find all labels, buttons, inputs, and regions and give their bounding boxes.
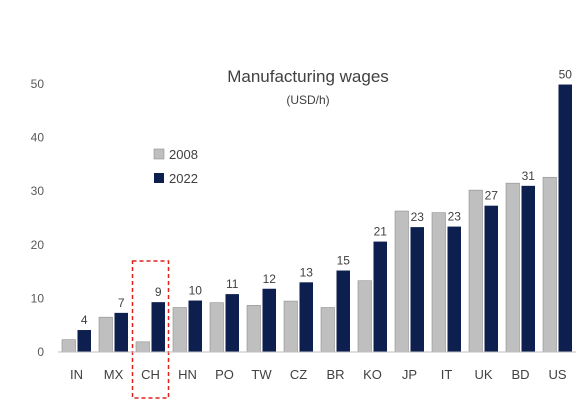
- legend-swatch-2008: [153, 148, 165, 160]
- y-tick-label: 50: [31, 77, 45, 91]
- x-tick-label-hn: HN: [178, 367, 197, 382]
- chart-title: Manufacturing wages: [227, 67, 389, 86]
- legend: 2008 2022: [153, 147, 198, 186]
- x-axis: IN MX CH HN PO TW CZ BR KO JP IT UK BD US: [58, 351, 576, 382]
- bar-2008-ch: [135, 341, 150, 353]
- data-label-tw: 12: [263, 272, 277, 286]
- x-tick-label-ch: CH: [141, 367, 160, 382]
- x-tick-label-cz: CZ: [290, 367, 307, 382]
- highlight-box: [131, 260, 170, 399]
- bar-2008-uk: [468, 189, 483, 353]
- bar-2022-po: [225, 294, 239, 352]
- bar-2022-cz: [299, 282, 313, 352]
- y-tick-label: 30: [31, 184, 45, 198]
- x-tick-label-in: IN: [70, 367, 83, 382]
- y-tick-label: 10: [31, 291, 45, 305]
- bar-2022-it: [447, 226, 461, 352]
- bar-2022-tw: [262, 288, 276, 352]
- x-tick-label-tw: TW: [251, 367, 272, 382]
- y-tick-label: 20: [31, 238, 45, 252]
- bar-2008-it: [431, 212, 446, 353]
- bar-2022-ko: [373, 241, 387, 352]
- bar-2008-us: [542, 176, 557, 353]
- data-label-ch: 9: [155, 285, 162, 299]
- x-tick-label-po: PO: [215, 367, 234, 382]
- bar-2022-bd: [521, 185, 535, 352]
- x-tick-label-jp: JP: [402, 367, 417, 382]
- bar-2022-br: [336, 270, 350, 352]
- data-label-in: 4: [81, 313, 88, 327]
- x-tick-label-ko: KO: [363, 367, 382, 382]
- legend-swatch-2022: [154, 173, 164, 183]
- data-label-cz: 13: [300, 265, 314, 279]
- chart-subtitle: (USD/h): [286, 93, 329, 107]
- data-label-it: 23: [448, 210, 462, 224]
- data-label-hn: 10: [189, 284, 203, 298]
- x-tick-label-uk: UK: [474, 367, 492, 382]
- bar-2008-ko: [357, 280, 372, 353]
- y-tick-label: 40: [31, 131, 45, 145]
- bar-2008-hn: [172, 307, 187, 353]
- data-label-us: 50: [559, 68, 573, 82]
- bar-2008-jp: [394, 210, 409, 353]
- legend-label-2008: 2008: [169, 147, 198, 162]
- data-label-bd: 31: [522, 169, 536, 183]
- x-tick-label-us: US: [548, 367, 566, 382]
- bar-2022-jp: [410, 227, 424, 352]
- data-label-uk: 27: [485, 189, 499, 203]
- bar-2022-uk: [484, 205, 498, 352]
- data-label-mx: 7: [118, 296, 125, 310]
- data-label-po: 11: [226, 277, 239, 291]
- x-tick-label-it: IT: [441, 367, 453, 382]
- bars: 4 7 9 10 11 12 13 15 21 23 23 27 31 50: [61, 68, 573, 399]
- data-label-jp: 23: [411, 210, 425, 224]
- legend-label-2022: 2022: [169, 171, 198, 186]
- y-axis: 0 10 20 30 40 50: [31, 77, 45, 359]
- bar-2022-us: [558, 84, 572, 352]
- bar-2008-mx: [98, 316, 113, 353]
- bar-2008-bd: [505, 182, 520, 353]
- bar-2008-po: [209, 302, 224, 353]
- bar-2022-in: [77, 330, 91, 352]
- bar-2022-hn: [188, 300, 202, 352]
- data-label-ko: 21: [374, 225, 388, 239]
- y-tick-label: 0: [37, 345, 44, 359]
- bar-2022-mx: [114, 312, 128, 352]
- bar-2008-tw: [246, 305, 261, 353]
- bar-2008-br: [320, 307, 335, 353]
- x-tick-label-br: BR: [326, 367, 344, 382]
- x-tick-label-mx: MX: [104, 367, 124, 382]
- bar-2022-ch: [151, 302, 165, 352]
- data-label-br: 15: [337, 254, 351, 268]
- bar-2008-cz: [283, 300, 298, 353]
- bar-2008-in: [61, 339, 76, 353]
- x-tick-label-bd: BD: [511, 367, 529, 382]
